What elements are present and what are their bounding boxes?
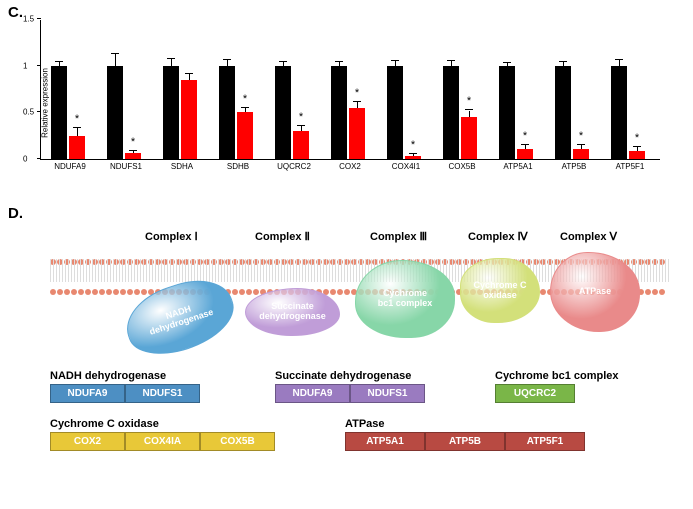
bar-chart: Relative expression 00.511.5*NDUFA9*NDUF… <box>40 20 680 185</box>
subunit-box: ATP5F1 <box>505 432 585 451</box>
bar-control <box>219 66 235 159</box>
subunit-box: NDUFS1 <box>350 384 425 403</box>
complex-label: Complex Ⅲ <box>370 230 427 243</box>
significance-star: * <box>293 111 309 123</box>
membrane-diagram: Complex Ⅰ Complex Ⅱ Complex Ⅲ Complex Ⅳ Comp… <box>50 230 670 365</box>
chart-plot: 00.511.5*NDUFA9*NDUFS1SDHA*SDHB*UQCRC2*C… <box>40 20 660 160</box>
protein-blob: Cychrome C oxidase <box>460 258 540 323</box>
subunit-box: COX4IA <box>125 432 200 451</box>
x-tick-label: ATP5A1 <box>493 162 543 171</box>
subunit-box: NDUFA9 <box>275 384 350 403</box>
protein-blob: Cychrome bc1 complex <box>355 260 455 338</box>
significance-star: * <box>125 136 141 148</box>
significance-star: * <box>573 130 589 142</box>
significance-star: * <box>461 95 477 107</box>
x-tick-label: NDUFA9 <box>45 162 95 171</box>
protein-blob: Succinate dehydrogenase <box>245 288 340 336</box>
subunit-group-title: Succinate dehydrogenase <box>275 370 425 382</box>
x-tick-label: ATP5F1 <box>605 162 655 171</box>
bar-treatment <box>573 149 589 159</box>
significance-star: * <box>517 130 533 142</box>
subunit-box: COX5B <box>200 432 275 451</box>
subunit-group-title: NADH dehydrogenase <box>50 370 200 382</box>
subunit-box: NDUFA9 <box>50 384 125 403</box>
subunit-box: UQCRC2 <box>495 384 575 403</box>
bar-treatment <box>237 112 253 159</box>
bar-treatment <box>629 151 645 159</box>
y-tick-label: 0.5 <box>23 108 34 117</box>
bar-control <box>555 66 571 159</box>
subunit-box: COX2 <box>50 432 125 451</box>
x-tick-label: ATP5B <box>549 162 599 171</box>
protein-blob: ATPase <box>550 252 640 332</box>
x-tick-label: COX4I1 <box>381 162 431 171</box>
complex-label: Complex Ⅰ <box>145 230 198 243</box>
bar-control <box>331 66 347 159</box>
x-tick-label: COX2 <box>325 162 375 171</box>
bar-treatment <box>405 156 421 159</box>
subunit-group: ATPase ATP5A1ATP5BATP5F1 <box>345 418 585 451</box>
subunit-group-title: ATPase <box>345 418 585 430</box>
subunit-group: NADH dehydrogenase NDUFA9NDUFS1 <box>50 370 200 403</box>
bar-control <box>51 66 67 159</box>
subunit-box: NDUFS1 <box>125 384 200 403</box>
y-tick-label: 0 <box>23 155 27 164</box>
subunit-box: ATP5B <box>425 432 505 451</box>
y-tick-label: 1 <box>23 61 27 70</box>
bar-treatment <box>69 136 85 159</box>
bar-control <box>107 66 123 159</box>
subunit-group: Cychrome bc1 complex UQCRC2 <box>495 370 619 403</box>
bar-treatment <box>293 131 309 159</box>
bar-treatment <box>349 108 365 159</box>
significance-star: * <box>405 139 421 151</box>
significance-star: * <box>69 113 85 125</box>
bar-control <box>275 66 291 159</box>
x-tick-label: UQCRC2 <box>269 162 319 171</box>
subunit-group-title: Cychrome bc1 complex <box>495 370 619 382</box>
bar-control <box>443 66 459 159</box>
x-tick-label: SDHA <box>157 162 207 171</box>
bar-treatment <box>125 153 141 159</box>
significance-star: * <box>629 132 645 144</box>
panel-d-label: D. <box>8 205 23 222</box>
complex-label: Complex Ⅳ <box>468 230 528 243</box>
complex-label: Complex Ⅴ <box>560 230 617 243</box>
bar-control <box>387 66 403 159</box>
panel-c-label: C. <box>8 4 23 21</box>
bar-treatment <box>461 117 477 159</box>
bar-treatment <box>181 80 197 159</box>
bar-control <box>499 66 515 159</box>
bar-treatment <box>517 149 533 159</box>
x-tick-label: SDHB <box>213 162 263 171</box>
x-tick-label: COX5B <box>437 162 487 171</box>
bar-control <box>611 66 627 159</box>
y-tick-label: 1.5 <box>23 15 34 24</box>
subunit-box: ATP5A1 <box>345 432 425 451</box>
complex-label: Complex Ⅱ <box>255 230 310 243</box>
subunit-group: Cychrome C oxidase COX2COX4IACOX5B <box>50 418 275 451</box>
significance-star: * <box>349 87 365 99</box>
significance-star: * <box>237 93 253 105</box>
bar-control <box>163 66 179 159</box>
x-tick-label: NDUFS1 <box>101 162 151 171</box>
subunit-group-title: Cychrome C oxidase <box>50 418 275 430</box>
subunit-group: Succinate dehydrogenase NDUFA9NDUFS1 <box>275 370 425 403</box>
